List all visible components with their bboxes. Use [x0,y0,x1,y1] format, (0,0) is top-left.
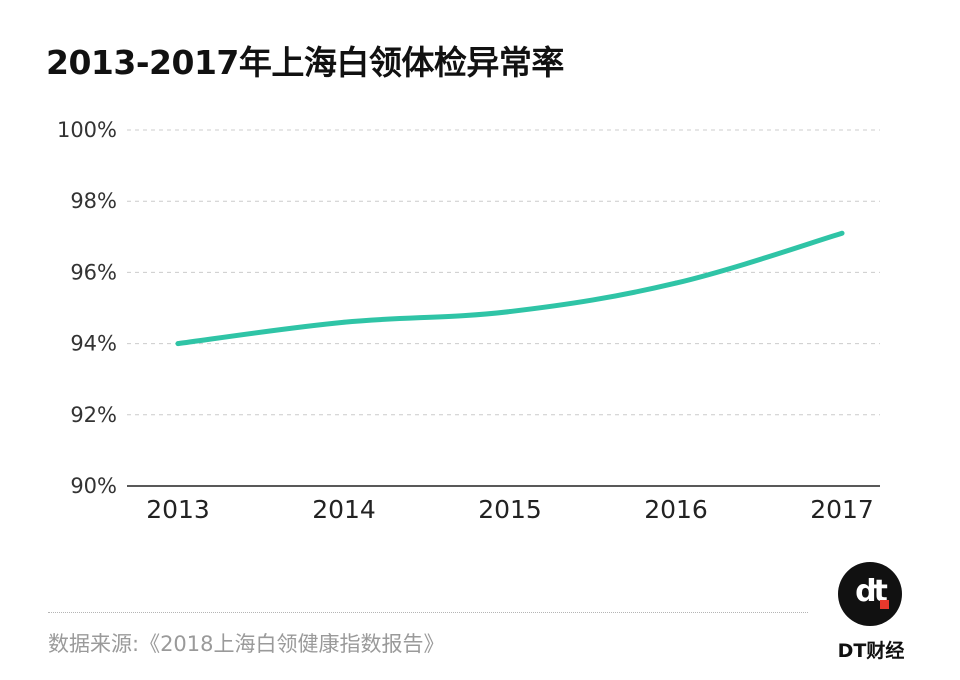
line-chart: 90% 92% 94% 96% 98% 100% 2013 2014 2015 2016 2017 [57,118,880,524]
data-point [175,341,181,346]
y-tick-label: 90% [70,474,117,498]
data-source: 数据来源:《2018上海白领健康指数报告》 [48,632,445,656]
series-layer [175,230,845,347]
x-tick-label: 2016 [644,495,708,524]
brand-name: DT财经 [837,640,905,662]
grid-lines [127,129,880,487]
data-point [839,230,845,236]
y-tick-label: 100% [57,118,117,142]
y-tick-label: 96% [70,260,117,284]
x-tick-label: 2013 [146,495,210,524]
logo-dot [880,600,889,609]
data-point [341,319,347,325]
y-axis-ticks: 90% 92% 94% 96% 98% 100% [57,118,117,498]
series-line [175,230,845,347]
chart-title: 2013-2017年上海白领体检异常率 [46,43,564,82]
dt-logo-icon: dt [838,562,902,626]
x-tick-label: 2014 [312,495,376,524]
x-tick-label: 2017 [810,495,874,524]
y-tick-label: 98% [70,189,117,213]
data-point [507,309,513,314]
y-tick-label: 94% [70,332,117,356]
source-divider [48,612,808,613]
y-tick-label: 92% [70,403,117,427]
x-tick-label: 2015 [478,495,542,524]
x-axis-ticks: 2013 2014 2015 2016 2017 [146,495,874,524]
data-point [673,280,679,286]
